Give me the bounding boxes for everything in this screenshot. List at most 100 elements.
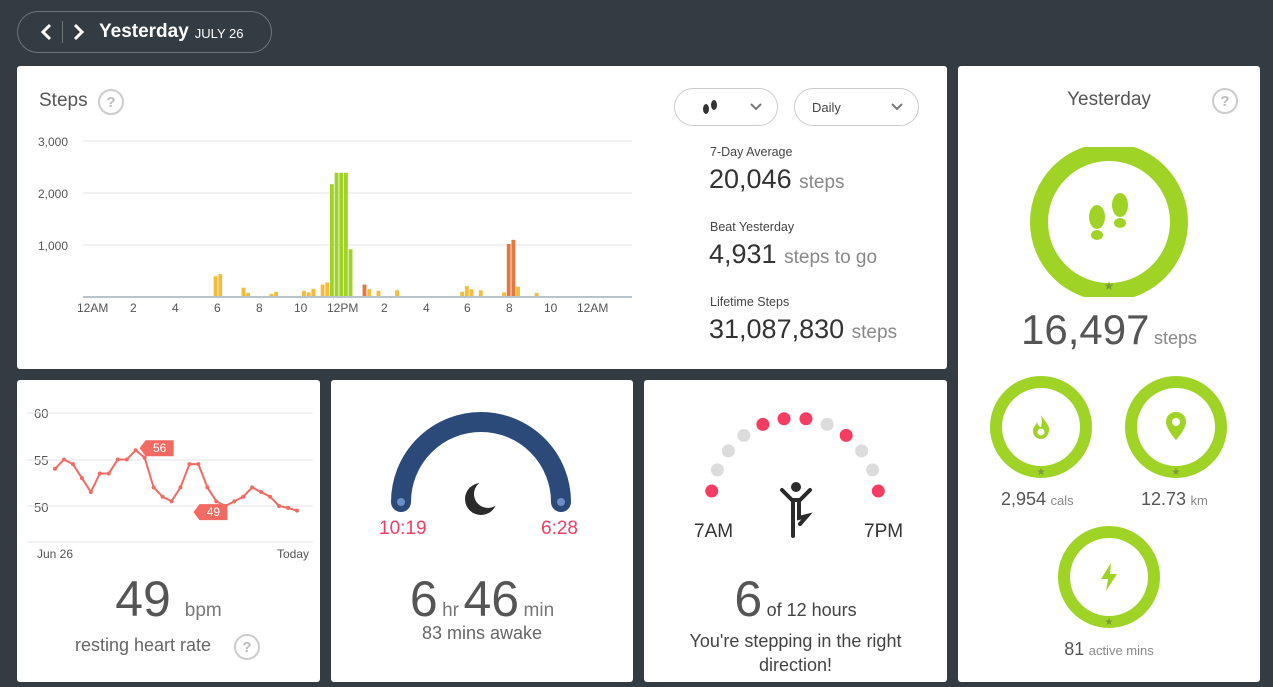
- summary-cals-unit: cals: [1050, 493, 1074, 508]
- step-bar[interactable]: [516, 286, 520, 296]
- stat-value: 31,087,830 steps: [709, 314, 897, 345]
- chevron-down-icon: [891, 103, 903, 111]
- step-bar[interactable]: [469, 289, 474, 296]
- step-bar[interactable]: [329, 184, 334, 296]
- step-bar[interactable]: [325, 282, 330, 296]
- hourly-count: 6 of 12 hours: [644, 570, 947, 628]
- step-bar[interactable]: [241, 287, 246, 296]
- sleep-card[interactable]: 10:19 6:28 6 hr 46 min 83 mins awake: [331, 380, 633, 682]
- hr-point: [160, 494, 165, 499]
- hr-number: 49: [115, 571, 171, 627]
- hr-point: [250, 485, 255, 490]
- hr-line: [54, 448, 298, 512]
- step-bar[interactable]: [302, 290, 306, 296]
- step-bar[interactable]: [213, 276, 218, 296]
- y-tick: 2,000: [38, 187, 69, 201]
- hr-point: [97, 471, 102, 476]
- stat-label: Beat Yesterday: [710, 220, 795, 234]
- hour-dot: [737, 428, 751, 442]
- step-bar[interactable]: [502, 292, 506, 296]
- step-bar[interactable]: [334, 172, 339, 296]
- next-day-button[interactable]: [67, 12, 91, 52]
- hour-dot: [866, 463, 880, 477]
- svg-text:★: ★: [1037, 467, 1046, 478]
- heart-rate-card[interactable]: 60 55 50 56 49 Jun 26 Today 49 bpm restin…: [17, 380, 320, 682]
- hr-x-start: Jun 26: [37, 547, 74, 561]
- hr-point: [79, 476, 84, 481]
- steps-bars: [83, 140, 632, 298]
- summary-km-unit: km: [1190, 493, 1208, 508]
- hr-point: [295, 508, 299, 513]
- stat-number: 20,046: [709, 164, 792, 194]
- step-bar[interactable]: [320, 284, 325, 296]
- hr-unit: bpm: [184, 600, 222, 621]
- step-bar[interactable]: [478, 290, 483, 296]
- x-tick: 6: [214, 301, 221, 315]
- active-minutes-ring[interactable]: ★: [1057, 525, 1161, 629]
- nav-day: Yesterday: [99, 21, 189, 42]
- y-tick: 1,000: [38, 239, 69, 253]
- hr-point: [169, 499, 174, 504]
- step-bar[interactable]: [218, 274, 223, 296]
- sleep-arc: [391, 412, 571, 512]
- range-select-value: Daily: [812, 99, 841, 115]
- x-tick: 4: [172, 301, 179, 315]
- steps-card: Steps ? 3,000 2,000 1,000 12AM 2 4 6 8 1…: [17, 66, 947, 369]
- stat-number: 31,087,830: [709, 314, 845, 344]
- distance-ring[interactable]: ★: [1124, 375, 1228, 479]
- x-tick: 10: [294, 301, 308, 315]
- step-bar[interactable]: [246, 292, 251, 296]
- step-bar[interactable]: [511, 239, 516, 296]
- footprints-icon: [703, 100, 717, 114]
- step-bar[interactable]: [306, 292, 311, 296]
- hourly-dots: [705, 412, 885, 498]
- summary-steps-value: 16,497: [1021, 306, 1150, 353]
- step-bar[interactable]: [339, 172, 344, 296]
- steps-help-icon[interactable]: ?: [98, 89, 124, 115]
- hr-point: [151, 485, 156, 490]
- x-tick: 12PM: [327, 301, 359, 315]
- stat-number: 4,931: [709, 239, 777, 269]
- step-bar[interactable]: [376, 290, 381, 296]
- step-bar[interactable]: [534, 292, 539, 296]
- step-bar[interactable]: [367, 289, 372, 296]
- step-bar[interactable]: [348, 249, 353, 296]
- svg-text:56: 56: [153, 441, 167, 455]
- step-bar[interactable]: [506, 244, 511, 296]
- step-bar[interactable]: [311, 288, 316, 296]
- activity-type-select[interactable]: [674, 88, 778, 126]
- step-bar[interactable]: [464, 286, 469, 296]
- step-bar[interactable]: [274, 291, 279, 296]
- hourly-message: You're stepping in the right direction!: [689, 631, 902, 675]
- range-select[interactable]: Daily: [794, 88, 919, 126]
- summary-steps: 16,497 steps: [958, 306, 1260, 354]
- step-bar[interactable]: [269, 293, 274, 296]
- step-bar[interactable]: [460, 291, 465, 296]
- x-tick: 2: [381, 301, 388, 315]
- hr-point: [205, 485, 210, 490]
- heart-rate-chart: 56 49: [27, 412, 313, 543]
- stat-label: Lifetime Steps: [710, 295, 790, 309]
- steps-title: Steps: [39, 90, 88, 111]
- summary-help-icon[interactable]: ?: [1212, 88, 1238, 114]
- summary-km: 12.73 km: [1141, 489, 1208, 510]
- step-bar[interactable]: [343, 172, 348, 296]
- step-bar[interactable]: [395, 290, 399, 296]
- sleep-minutes: 46: [463, 571, 520, 627]
- hr-help-icon[interactable]: ?: [234, 634, 260, 660]
- summary-cals-value: 2,954: [1001, 489, 1047, 509]
- hr-point: [53, 466, 57, 471]
- hr-point: [196, 462, 201, 467]
- chevron-right-icon: [73, 23, 85, 41]
- hourly-activity-card[interactable]: 7AM 7PM 6 of 12 hours You're stepping in…: [644, 380, 947, 682]
- hourly-start: 7AM: [694, 521, 734, 542]
- step-bar[interactable]: [362, 284, 367, 296]
- hr-point: [115, 457, 120, 462]
- prev-day-button[interactable]: [34, 12, 58, 52]
- steps-ring[interactable]: ★: [1029, 147, 1189, 297]
- calories-ring[interactable]: ★: [989, 375, 1093, 479]
- chevron-left-icon: [40, 23, 52, 41]
- nav-divider: [62, 21, 63, 43]
- hr-point: [214, 499, 219, 504]
- chevron-down-icon: [750, 103, 762, 111]
